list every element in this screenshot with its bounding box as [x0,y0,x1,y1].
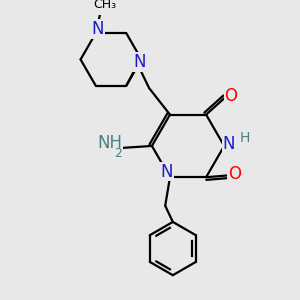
Text: N: N [223,135,235,153]
Text: O: O [228,165,241,183]
Text: N: N [161,163,173,181]
Text: NH: NH [98,134,123,152]
Text: N: N [92,20,104,38]
Text: N: N [133,53,146,71]
Text: H: H [240,131,250,145]
Text: CH₃: CH₃ [94,0,117,11]
Text: 2: 2 [114,147,122,160]
Text: O: O [224,87,237,105]
